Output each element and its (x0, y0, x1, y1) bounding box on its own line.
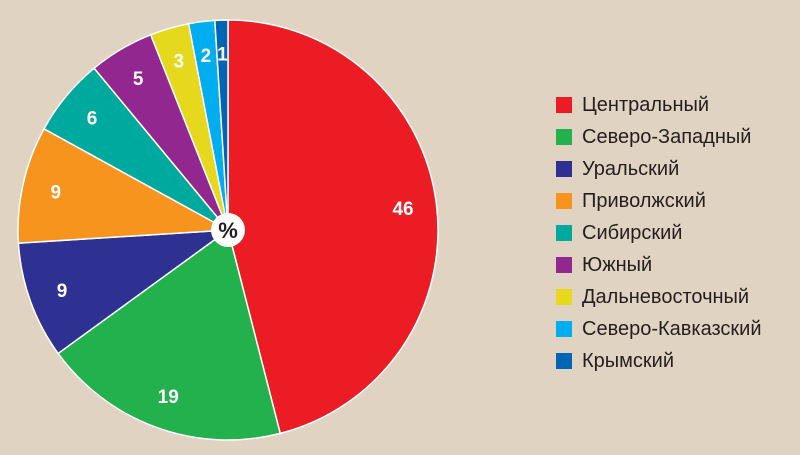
slice-value-label: 2 (201, 46, 212, 67)
legend-swatch (556, 257, 572, 273)
legend-item: Уральский (556, 153, 762, 185)
legend-swatch (556, 193, 572, 209)
pie-slice (17, 127, 231, 244)
pie-slices (17, 19, 439, 441)
legend-item: Крымский (556, 345, 762, 377)
legend-label: Крымский (582, 349, 674, 372)
legend-label: Дальневосточный (582, 285, 750, 308)
slice-value-label: 9 (51, 183, 62, 204)
legend-item: Дальневосточный (556, 281, 762, 313)
legend-item: Центральный (556, 89, 762, 121)
pie-slice (214, 19, 229, 231)
legend-item: Северо-Западный (556, 121, 762, 153)
slice-value-label: 19 (158, 387, 179, 408)
slice-value-label: 6 (87, 109, 98, 130)
center-circle (211, 213, 245, 247)
pie-slice (227, 19, 439, 435)
legend-swatch (556, 161, 572, 177)
legend-label: Приволжский (582, 189, 706, 212)
legend-item: Северо-Кавказский (556, 313, 762, 345)
legend-swatch (556, 321, 572, 337)
pie-slice (17, 229, 231, 355)
slice-value-label: 46 (392, 199, 413, 220)
legend-label: Центральный (582, 93, 710, 116)
slice-value-label: 9 (57, 281, 68, 302)
legend-label: Южный (582, 253, 653, 276)
pie-value-labels: 46 19 9 9 6 5 3 2 1 (51, 45, 414, 408)
legend-item: Южный (556, 249, 762, 281)
slice-value-label: 1 (217, 45, 228, 66)
legend: Центральный Северо-Западный Уральский Приво… (556, 89, 762, 377)
legend-swatch (556, 97, 572, 113)
legend-label: Сибирский (582, 221, 683, 244)
slice-value-label: 5 (133, 69, 144, 90)
center-percent-label: % (218, 218, 238, 243)
legend-swatch (556, 289, 572, 305)
legend-item: Сибирский (556, 217, 762, 249)
legend-label: Северо-Кавказский (582, 317, 762, 340)
legend-item: Приволжский (556, 185, 762, 217)
legend-swatch (556, 225, 572, 241)
legend-label: Уральский (582, 157, 680, 180)
slice-value-label: 3 (173, 52, 184, 73)
legend-label: Северо-Западный (582, 125, 752, 148)
legend-swatch (556, 353, 572, 369)
pie-slice (57, 228, 282, 441)
legend-swatch (556, 129, 572, 145)
